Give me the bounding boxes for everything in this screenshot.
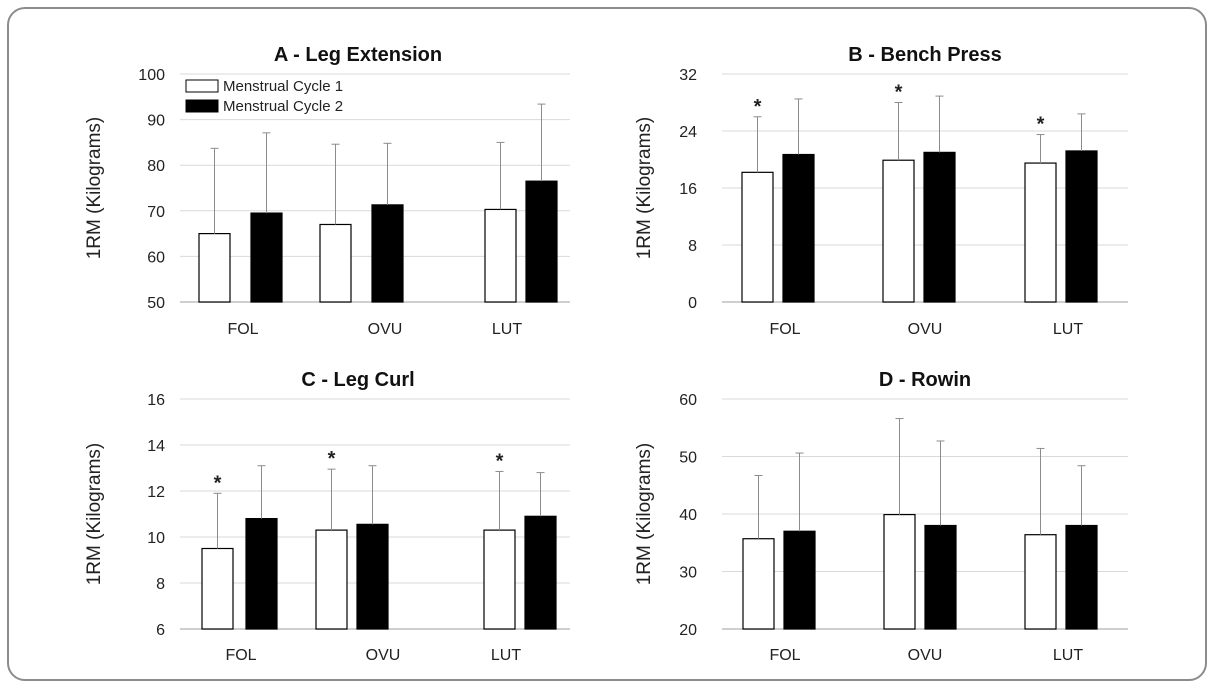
bar-cycle2 — [245, 517, 278, 630]
bar-cycle2 — [1065, 524, 1098, 630]
chart-panel-3: 6 8 10 12 14 16 C - Leg Curl 1RM (Kilograms) FOL… — [84, 369, 570, 664]
significance-marker: * — [328, 448, 336, 470]
x-tick-label: FOL — [769, 647, 800, 664]
y-tick-label: 40 — [679, 507, 697, 524]
y-tick-label: 8 — [688, 238, 697, 255]
y-tick-label: 32 — [679, 67, 697, 84]
significance-marker: * — [754, 96, 762, 118]
y-tick-label: 6 — [156, 622, 165, 639]
y-tick-label: 100 — [138, 67, 165, 84]
bar-cycle1 — [315, 529, 348, 630]
y-tick-label: 70 — [147, 204, 165, 221]
chart-title: C - Leg Curl — [301, 369, 414, 391]
bar-cycle2 — [924, 524, 957, 630]
x-tick-label: FOL — [769, 321, 800, 338]
x-tick-label: FOL — [227, 321, 258, 338]
y-tick-label: 10 — [147, 530, 165, 547]
bar-cycle2 — [782, 153, 815, 303]
bar-cycle2 — [783, 530, 816, 630]
chart-title: A - Leg Extension — [274, 44, 442, 66]
bar-cycle2 — [371, 204, 404, 303]
x-tick-label: OVU — [368, 321, 403, 338]
y-tick-label: 16 — [679, 181, 697, 198]
bar-cycle1 — [198, 233, 231, 303]
bar-cycle1 — [201, 547, 234, 630]
chart-panel-1: 50 60 70 80 90 100 A - Leg Extension 1RM (Kilog… — [84, 44, 570, 338]
bar-cycle1 — [319, 223, 352, 303]
y-tick-label: 0 — [688, 295, 697, 312]
bar-cycle1 — [1024, 534, 1057, 630]
bar-cycle2 — [524, 515, 557, 630]
y-tick-label: 60 — [679, 392, 697, 409]
chart-panel-2: 0 8 16 24 32 B - Bench Press 1RM (Kilograms) FO… — [634, 44, 1128, 338]
bar-cycle1 — [483, 529, 516, 630]
chart-title: D - Rowin — [879, 369, 971, 391]
significance-marker: * — [895, 82, 903, 104]
legend-label: Menstrual Cycle 1 — [223, 78, 343, 95]
bar-cycle2 — [525, 180, 558, 303]
legend-swatch — [185, 99, 219, 113]
bar-cycle2 — [1065, 150, 1098, 303]
y-axis-label: 1RM (Kilograms) — [634, 117, 655, 260]
x-tick-label: OVU — [908, 647, 943, 664]
chart-title: B - Bench Press — [848, 44, 1001, 66]
chart-panel-4: 20 30 40 50 60 D - Rowin 1RM (Kilograms) FOL OVU… — [634, 369, 1128, 664]
x-tick-label: OVU — [908, 321, 943, 338]
bar-cycle1 — [883, 513, 916, 630]
y-tick-label: 14 — [147, 438, 165, 455]
y-tick-label: 50 — [147, 295, 165, 312]
bar-cycle1 — [741, 171, 774, 303]
y-tick-label: 24 — [679, 124, 697, 141]
y-axis-label: 1RM (Kilograms) — [634, 443, 655, 586]
y-tick-label: 30 — [679, 565, 697, 582]
y-axis-label: 1RM (Kilograms) — [84, 443, 105, 586]
x-tick-label: LUT — [1053, 647, 1083, 664]
x-tick-label: LUT — [491, 647, 521, 664]
y-axis-label: 1RM (Kilograms) — [84, 117, 105, 260]
bar-cycle2 — [250, 212, 283, 303]
legend: Menstrual Cycle 1 Menstrual Cycle 2 — [185, 78, 343, 115]
y-tick-label: 12 — [147, 484, 165, 501]
bar-cycle1 — [742, 538, 775, 630]
y-tick-label: 90 — [147, 113, 165, 130]
bar-cycle1 — [882, 159, 915, 303]
y-tick-label: 60 — [147, 249, 165, 266]
y-tick-label: 50 — [679, 450, 697, 467]
significance-marker: * — [1037, 114, 1045, 136]
y-tick-label: 20 — [679, 622, 697, 639]
significance-marker: * — [496, 450, 504, 472]
legend-label: Menstrual Cycle 2 — [223, 98, 343, 115]
x-tick-label: LUT — [492, 321, 522, 338]
bar-cycle1 — [484, 208, 517, 303]
y-tick-label: 80 — [147, 158, 165, 175]
bar-cycle1 — [1024, 162, 1057, 303]
y-tick-label: 16 — [147, 392, 165, 409]
bar-cycle2 — [923, 151, 956, 303]
legend-swatch — [185, 79, 219, 93]
x-tick-label: OVU — [366, 647, 401, 664]
bar-cycle2 — [356, 523, 389, 630]
significance-marker: * — [214, 472, 222, 494]
y-tick-label: 8 — [156, 576, 165, 593]
x-tick-label: FOL — [225, 647, 256, 664]
x-tick-label: LUT — [1053, 321, 1083, 338]
